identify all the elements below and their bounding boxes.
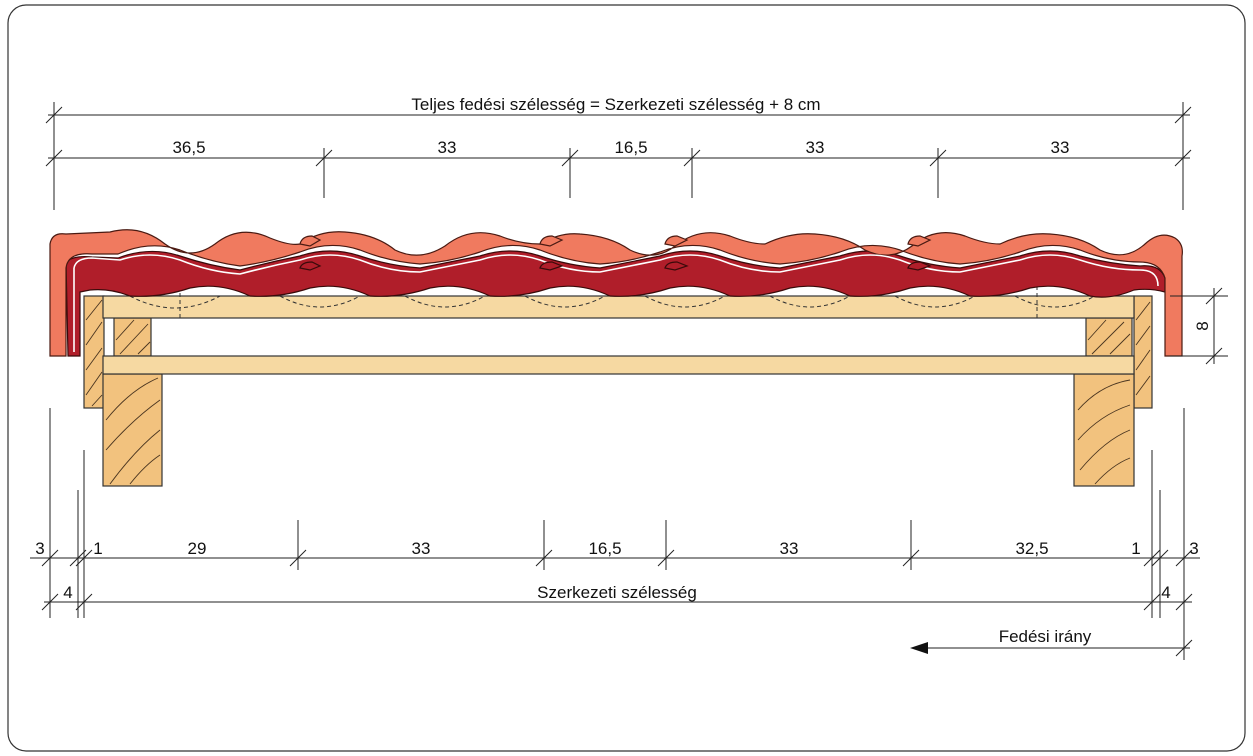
tick [1205, 347, 1223, 365]
front-tile-layer [49, 229, 1183, 357]
top-dim-label: 33 [438, 138, 457, 157]
grain-lines [1087, 319, 1131, 355]
tick [45, 149, 63, 167]
bottom-dim-label: 32,5 [1015, 539, 1048, 558]
upper-batten [102, 295, 1135, 319]
bottom-dim-label: 3 [35, 539, 44, 558]
bottom-dim-label: 1 [1131, 539, 1140, 558]
tick [683, 149, 701, 167]
tick [69, 549, 87, 567]
tick [1175, 639, 1193, 657]
direction-label: Fedési irány [999, 627, 1092, 646]
bottom-dim-label: 3 [1189, 539, 1198, 558]
tick [561, 149, 579, 167]
top-dim-label: 33 [1051, 138, 1070, 157]
top-dim-label: 16,5 [614, 138, 647, 157]
grain-lines [1077, 379, 1131, 485]
tick [1143, 593, 1161, 611]
tick [1151, 549, 1169, 567]
top-dim-label: 36,5 [172, 138, 205, 157]
tick [535, 549, 553, 567]
left-fascia-board [83, 295, 105, 409]
left-rafter [102, 373, 163, 487]
bottom-dim-label: 1 [93, 539, 102, 558]
bottom-dim-label: 29 [188, 539, 207, 558]
drawing-frame [7, 4, 1246, 752]
interlock-hook [539, 235, 564, 247]
tick [45, 106, 63, 124]
bottom-dim-label: 33 [412, 539, 431, 558]
roof-tiles [49, 229, 1183, 357]
tick [929, 149, 947, 167]
top-title-label: Teljes fedési szélesség = Szerkezeti szé… [411, 95, 820, 114]
tick [902, 549, 920, 567]
grain-lines [115, 319, 151, 355]
bottom-title-label: Szerkezeti szélesség [537, 583, 697, 602]
lower-batten [102, 355, 1135, 375]
tick [1174, 149, 1192, 167]
right-fascia-board [1133, 295, 1153, 409]
grain-lines [1135, 301, 1151, 396]
side-dimension-group: 8 [1170, 287, 1228, 365]
grain-lines [105, 377, 161, 485]
interlock-hook [299, 235, 322, 247]
tick [1174, 106, 1192, 124]
left-counter-batten [113, 317, 152, 357]
bottom-dimension-group: 3 1 29 33 16,5 33 32,5 1 3 4 4 Szerkezet… [30, 408, 1200, 660]
bottom-dim-label: 16,5 [588, 539, 621, 558]
tick [1205, 287, 1223, 305]
top-dim-label: 33 [806, 138, 825, 157]
interlock-hook [907, 235, 932, 247]
right-rafter [1073, 373, 1135, 487]
top-dimension-group: Teljes fedési szélesség = Szerkezeti szé… [45, 95, 1192, 210]
tick [75, 549, 93, 567]
interlock-hook [664, 235, 689, 247]
tile-gap-line [73, 254, 1159, 287]
tick [1143, 549, 1161, 567]
interlock-hook [907, 261, 932, 271]
tick [41, 593, 59, 611]
tick [75, 593, 93, 611]
arrow-left-icon [910, 642, 928, 654]
tick [1175, 593, 1193, 611]
tick [289, 549, 307, 567]
interlock-hook [299, 261, 322, 271]
bottom-dim-label: 33 [780, 539, 799, 558]
tick [41, 549, 59, 567]
tick [315, 149, 333, 167]
timber-structure [83, 295, 1153, 487]
grain-lines [85, 299, 103, 407]
interlock-hook [539, 261, 564, 271]
side-dim-label: 8 [1193, 321, 1212, 330]
tick [657, 549, 675, 567]
bottom-outer-label: 4 [63, 583, 72, 602]
direction-arrow-group: Fedési irány [910, 627, 1193, 657]
tick [1175, 549, 1193, 567]
interlock-hook [664, 261, 689, 271]
bottom-outer-label: 4 [1161, 583, 1170, 602]
